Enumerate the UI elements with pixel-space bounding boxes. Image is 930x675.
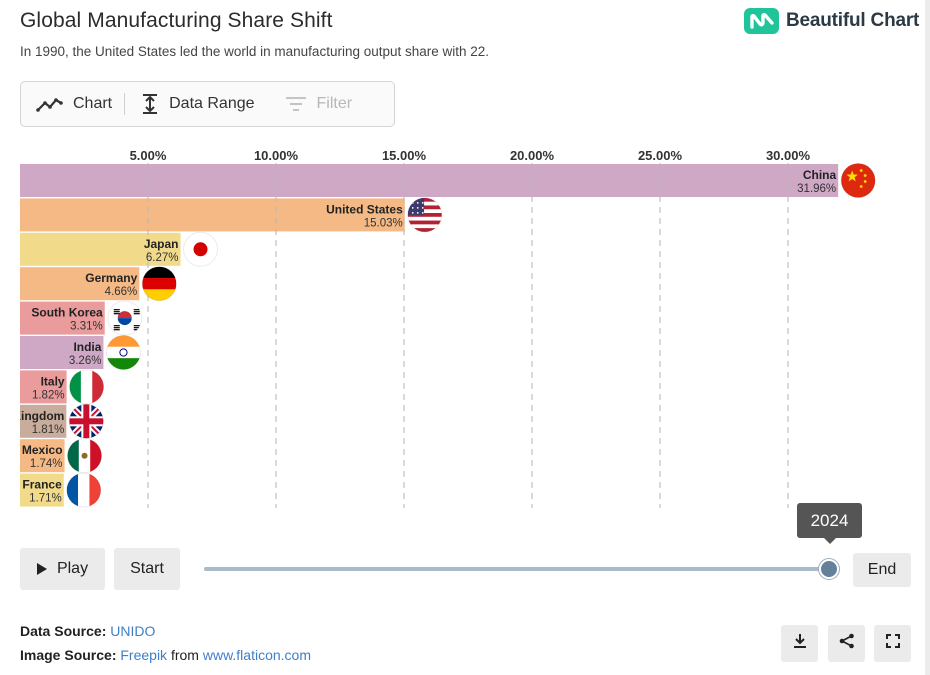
bars-group bbox=[20, 164, 839, 507]
japan-flag-icon bbox=[183, 231, 219, 267]
china-flag-icon bbox=[840, 163, 876, 198]
chart-toolbar: Chart Data Range Filter bbox=[20, 81, 395, 127]
timeline-slider-track[interactable] bbox=[204, 567, 828, 571]
chart-tab[interactable]: Chart bbox=[36, 94, 112, 114]
page-subtitle: In 1990, the United States led the world… bbox=[20, 44, 490, 59]
bar-value-0: 31.96% bbox=[797, 183, 836, 195]
filter-icon bbox=[285, 96, 307, 112]
bar-0 bbox=[20, 164, 839, 197]
fullscreen-icon bbox=[885, 634, 900, 653]
data-source-line: Data Source: UNIDO bbox=[20, 623, 155, 639]
chart-tab-label: Chart bbox=[73, 95, 113, 112]
trend-line-icon bbox=[36, 94, 63, 114]
data-source-label: Data Source: bbox=[20, 623, 107, 639]
share-icon bbox=[839, 633, 855, 654]
bar-value-1: 15.03% bbox=[364, 217, 403, 229]
scrollbar-rail[interactable] bbox=[925, 0, 930, 675]
bar-value-7: 1.81% bbox=[32, 424, 65, 436]
bar-name-0: China bbox=[803, 168, 837, 182]
bar-name-3: Germany bbox=[85, 271, 137, 285]
bar-4 bbox=[20, 301, 105, 335]
download-button[interactable] bbox=[781, 625, 818, 662]
page-title: Global Manufacturing Share Shift bbox=[20, 9, 333, 32]
play-icon bbox=[36, 563, 47, 575]
bar-5 bbox=[20, 336, 104, 369]
end-button[interactable]: End bbox=[853, 553, 911, 587]
bar-8 bbox=[20, 439, 65, 473]
image-source-from: from bbox=[170, 647, 199, 663]
bar-chart: 5.00% 10.00% 15.00% 20.00% 25.00% 30.00% China… bbox=[0, 148, 876, 508]
fullscreen-button[interactable] bbox=[874, 625, 911, 662]
brand-logo-icon bbox=[744, 8, 779, 34]
tick-label-0: 5.00% bbox=[130, 148, 167, 163]
share-button[interactable] bbox=[828, 625, 865, 662]
bar-9 bbox=[20, 473, 64, 507]
flags-group bbox=[66, 163, 876, 508]
bar-value-8: 1.74% bbox=[30, 458, 63, 470]
toolbar-divider bbox=[124, 93, 126, 115]
tick-label-1: 10.00% bbox=[254, 148, 299, 163]
bar-name-1: United States bbox=[326, 202, 403, 216]
play-label: Play bbox=[56, 560, 89, 577]
tick-label-2: 15.00% bbox=[382, 148, 427, 163]
data-range-tab[interactable]: Data Range bbox=[141, 93, 255, 115]
brand-name: Beautiful Chart bbox=[786, 10, 920, 31]
timeline-slider-handle[interactable] bbox=[819, 559, 839, 579]
bar-value-3: 4.66% bbox=[105, 286, 138, 298]
bar-name-6: Italy bbox=[41, 374, 65, 388]
year-tooltip: 2024 bbox=[797, 503, 862, 544]
bar-name-5: India bbox=[73, 340, 101, 354]
mexico-flag-icon bbox=[67, 438, 103, 474]
bar-value-2: 6.27% bbox=[146, 252, 179, 264]
bar-value-9: 1.71% bbox=[29, 493, 62, 505]
start-button[interactable]: Start bbox=[114, 548, 180, 590]
germany-flag-icon bbox=[141, 266, 177, 302]
image-site-link[interactable]: www.flaticon.com bbox=[202, 647, 311, 663]
tick-label-4: 25.00% bbox=[638, 148, 683, 163]
france-flag-icon bbox=[66, 472, 102, 508]
bar-7 bbox=[20, 404, 67, 438]
image-source-label: Image Source: bbox=[20, 647, 117, 663]
bar-value-5: 3.26% bbox=[69, 355, 102, 367]
bar-2 bbox=[20, 232, 181, 266]
india-flag-icon bbox=[105, 335, 141, 370]
tick-label-3: 20.00% bbox=[510, 148, 555, 163]
data-source-link[interactable]: UNIDO bbox=[110, 623, 156, 639]
bar-1 bbox=[20, 198, 405, 232]
south-korea-flag-icon bbox=[107, 300, 143, 336]
image-source-link[interactable]: Freepik bbox=[120, 647, 168, 663]
play-button[interactable]: Play bbox=[20, 548, 105, 590]
vertical-range-icon bbox=[141, 93, 159, 115]
usa-flag-icon bbox=[407, 197, 443, 233]
bar-name-9: France bbox=[22, 478, 62, 492]
bar-value-4: 3.31% bbox=[70, 321, 103, 333]
tick-label-5: 30.00% bbox=[766, 148, 811, 163]
bar-name-4: South Korea bbox=[31, 306, 103, 320]
filter-tab[interactable]: Filter bbox=[285, 95, 353, 113]
bar-name-7: United Kingdom bbox=[0, 409, 64, 423]
bar-name-8: Mexico bbox=[22, 443, 63, 457]
bar-3 bbox=[20, 267, 140, 301]
italy-flag-icon bbox=[69, 369, 105, 405]
data-range-label: Data Range bbox=[169, 95, 255, 112]
uk-flag-icon bbox=[68, 403, 104, 439]
bar-name-2: Japan bbox=[144, 237, 179, 251]
brand[interactable]: Beautiful Chart bbox=[744, 8, 919, 34]
bar-value-6: 1.82% bbox=[32, 389, 65, 401]
download-icon bbox=[793, 633, 807, 654]
image-source-line: Image Source: Freepik from www.flaticon.… bbox=[20, 647, 311, 663]
bar-6 bbox=[20, 370, 67, 404]
filter-label: Filter bbox=[316, 95, 353, 112]
